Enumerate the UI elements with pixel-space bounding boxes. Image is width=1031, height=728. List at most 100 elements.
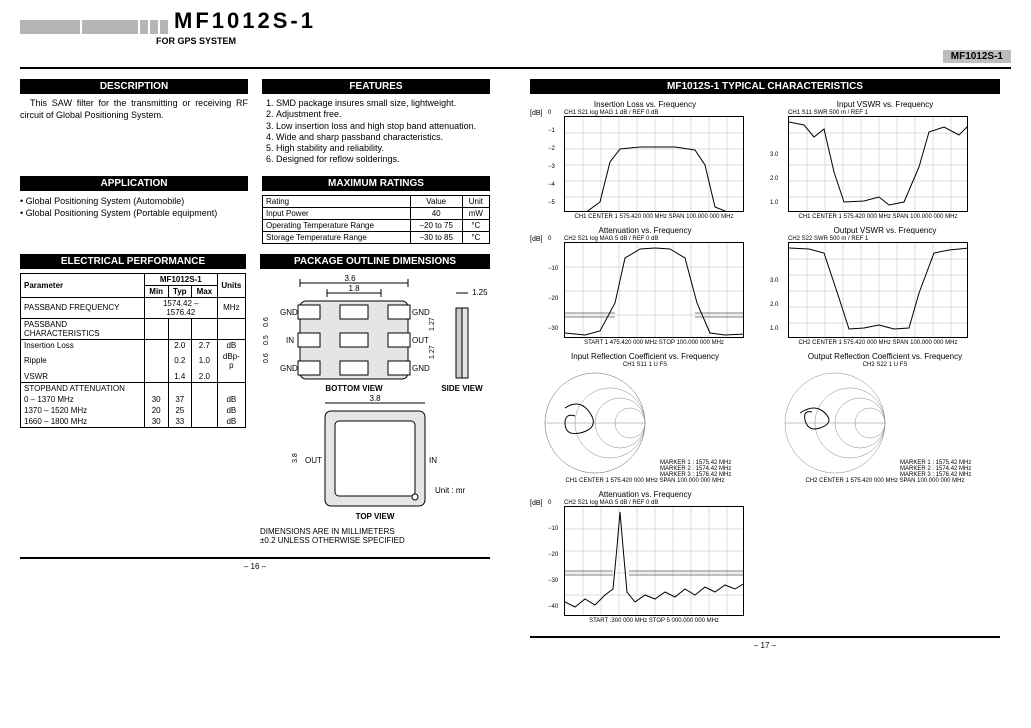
table-header: Rating <box>263 195 411 207</box>
table-header: MF1012S-1 <box>144 273 217 285</box>
dim-label: 1.27 <box>429 345 436 359</box>
ytick: −10 <box>548 526 564 532</box>
table-header: Unit <box>462 195 489 207</box>
table-cell: 37 <box>168 394 192 405</box>
table-cell: 2.0 <box>192 371 218 383</box>
page-number: – 17 – <box>530 641 1000 650</box>
chart-attenuation: Attenuation vs. Frequency [dB] 0 −10 −20… <box>530 226 760 346</box>
pin-label: GND <box>280 364 298 373</box>
rule-top <box>20 67 1011 69</box>
chart-title: Insertion Loss vs. Frequency <box>530 100 760 109</box>
ytick: 3.0 <box>770 152 788 158</box>
pin-label: IN <box>286 336 294 345</box>
features-heading: FEATURES <box>262 79 490 94</box>
table-cell <box>144 339 168 351</box>
chart-ylabel: [dB] <box>530 236 548 346</box>
dim-label: 0.6 <box>263 317 270 327</box>
table-cell: MHz <box>217 297 245 318</box>
part-number-badge: MF1012S-1 <box>943 50 1011 63</box>
table-cell: 30 <box>144 416 168 428</box>
table-cell: 1.4 <box>168 371 192 383</box>
table-header: Typ <box>168 285 192 297</box>
table-cell: 1660 – 1800 MHz <box>21 416 145 428</box>
chart-title: Output Reflection Coefficient vs. Freque… <box>770 352 1000 361</box>
dim-label: 0.6 <box>263 353 270 363</box>
table-cell: 20 <box>144 405 168 416</box>
dim-label: 0.5 <box>263 335 270 345</box>
features-list: SMD package insures small size, lightwei… <box>262 98 490 166</box>
table-cell: °C <box>462 219 489 231</box>
table-cell: PASSBAND FREQUENCY <box>21 297 145 318</box>
table-cell: dBp-p <box>217 351 245 371</box>
table-cell: 0 – 1370 MHz <box>21 394 145 405</box>
chart-ylabel: [dB] <box>530 110 548 220</box>
chart-footer: CH2 CENTER 1 575.420 000 MHz SPAN 100.00… <box>788 340 968 346</box>
marker-list: MARKER 1 : 1575.42 MHz MARKER 2 : 1574.4… <box>900 460 971 478</box>
table-cell: Ripple <box>21 351 145 371</box>
chart-title: Output VSWR vs. Frequency <box>770 226 1000 235</box>
application-item: Global Positioning System (Portable equi… <box>20 207 248 219</box>
table-cell: dB <box>217 416 245 428</box>
dim-label: 3.8 <box>369 394 381 403</box>
description-text: This SAW filter for the transmitting or … <box>20 98 248 121</box>
view-label: BOTTOM VIEW <box>325 384 383 393</box>
chart-footer: CH1 CENTER 1 575.420 000 MHz SPAN 100.00… <box>788 214 968 220</box>
chart-plot <box>564 116 744 212</box>
ytick: 0 <box>548 500 564 506</box>
dimensions-note: DIMENSIONS ARE IN MILLIMETERS ±0.2 UNLES… <box>260 527 490 545</box>
package-bottom-side-diagram: 3.6 1.8 GND IN GND GND OUT G <box>260 273 490 393</box>
ytick: 0 <box>548 236 564 242</box>
electrical-table: Parameter MF1012S-1 Units Min Typ Max PA… <box>20 273 246 428</box>
feature-item: SMD package insures small size, lightwei… <box>276 98 490 109</box>
pin-label: GND <box>280 308 298 317</box>
chart-footer: CH1 CENTER 1 575.420 000 MHz SPAN 100.00… <box>530 478 760 484</box>
table-cell: 30 <box>144 394 168 405</box>
chart-plot <box>564 506 744 616</box>
ytick: −40 <box>548 604 564 610</box>
chart-title: Attenuation vs. Frequency <box>530 226 760 235</box>
table-cell: 1574.42 – 1576.42 <box>144 297 217 318</box>
table-cell: dB <box>217 405 245 416</box>
ytick: 1.0 <box>770 200 788 206</box>
dim-label: 1.8 <box>348 284 360 293</box>
chart-title: Input VSWR vs. Frequency <box>770 100 1000 109</box>
table-cell: °C <box>462 231 489 243</box>
table-header: Min <box>144 285 168 297</box>
table-cell: 33 <box>168 416 192 428</box>
application-list: Global Positioning System (Automobile) G… <box>20 195 248 219</box>
application-item: Global Positioning System (Automobile) <box>20 195 248 207</box>
chart-plot <box>564 242 744 338</box>
pin-label: OUT <box>412 336 429 345</box>
chart-footer: START 1 475.420 000 MHz STOP 100.000 000… <box>564 340 744 346</box>
package-top-diagram: 3.8 OUT IN 3.8 Unit : mm TOP VIEW <box>285 393 465 523</box>
table-cell: 0.2 <box>168 351 192 371</box>
view-label: TOP VIEW <box>356 512 395 521</box>
feature-item: Wide and sharp passband characteristics. <box>276 132 490 143</box>
table-cell: STOPBAND ATTENUATION <box>21 382 145 394</box>
ytick: −1 <box>548 128 564 134</box>
ytick: 0 <box>548 110 564 116</box>
ytick: −2 <box>548 146 564 152</box>
table-cell: Input Power <box>263 207 411 219</box>
chart-plot <box>788 242 968 338</box>
part-subtitle: FOR GPS SYSTEM <box>156 36 1011 46</box>
application-heading: APPLICATION <box>20 176 248 191</box>
ytick: −3 <box>548 164 564 170</box>
smith-chart <box>770 368 900 478</box>
table-cell <box>144 371 168 383</box>
table-cell <box>144 351 168 371</box>
ytick: −5 <box>548 200 564 206</box>
chart-input-vswr: Input VSWR vs. Frequency 3.0 2.0 1.0 CH1… <box>770 100 1000 220</box>
table-header: Value <box>410 195 462 207</box>
ytick: 1.0 <box>770 326 788 332</box>
chart-input-reflection: Input Reflection Coefficient vs. Frequen… <box>530 352 760 484</box>
unit-label: Unit : mm <box>435 486 465 495</box>
dim-label: 3.8 <box>292 453 299 463</box>
maxratings-heading: MAXIMUM RATINGS <box>262 176 490 191</box>
ytick: −20 <box>548 552 564 558</box>
view-label: SIDE VIEW <box>441 384 483 393</box>
table-cell: 25 <box>168 405 192 416</box>
chart-footer: CH1 CENTER 1 575.420 000 MHz SPAN 100.00… <box>564 214 744 220</box>
part-title: MF1012S-1 <box>174 8 1011 34</box>
page-number: – 16 – <box>20 562 490 571</box>
